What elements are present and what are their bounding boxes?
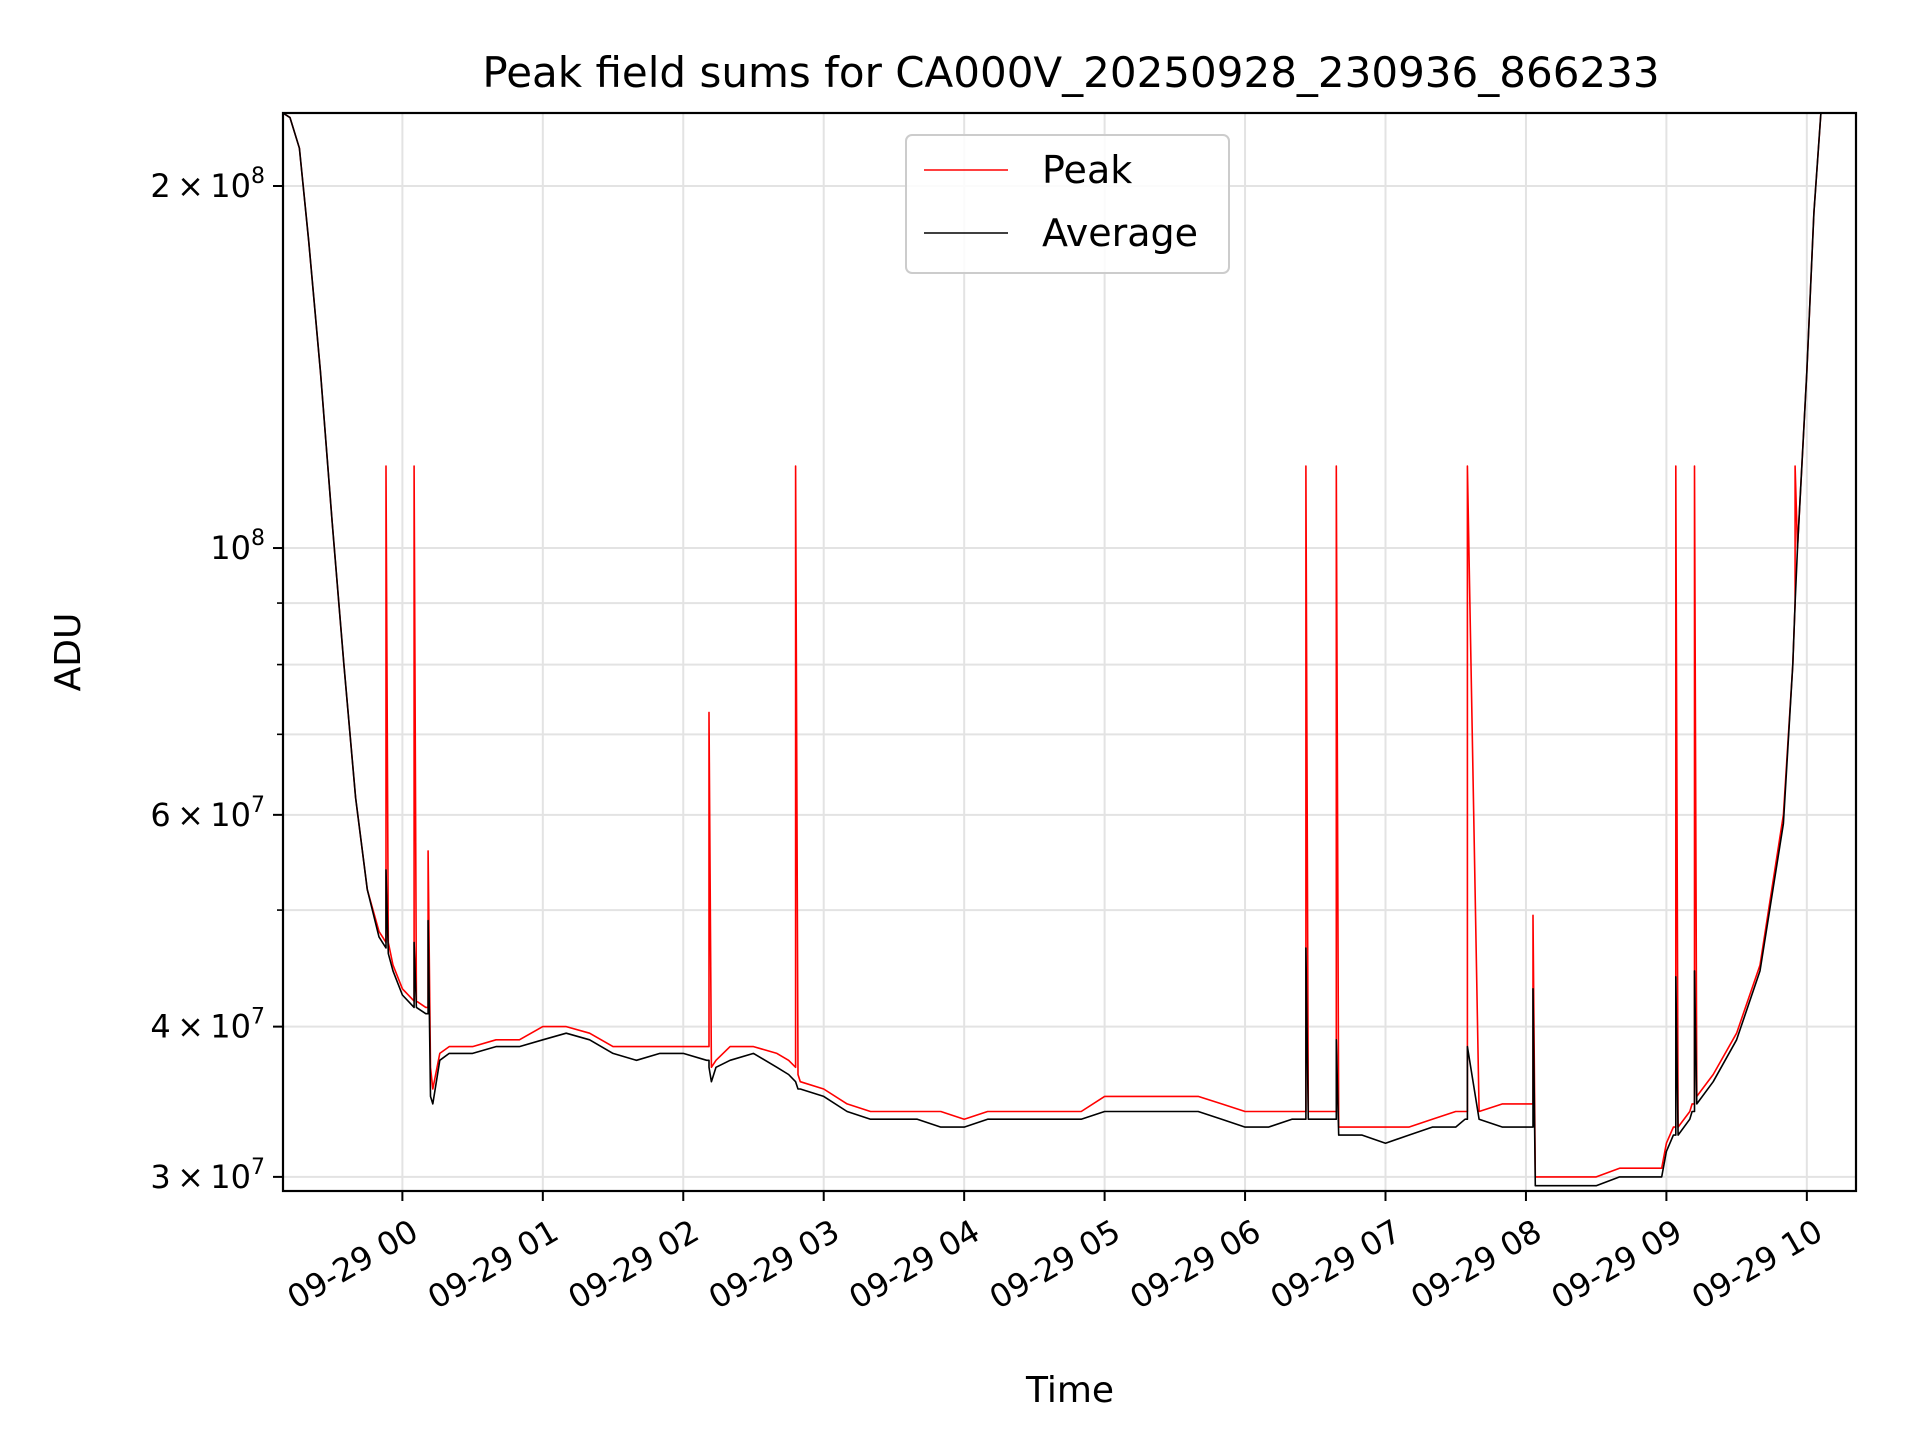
series-line-peak xyxy=(283,113,1835,1178)
y-tick-label: 4 × 107 xyxy=(150,1005,265,1046)
y-tick-label: 108 xyxy=(210,526,265,567)
x-axis-label: Time xyxy=(1025,1370,1114,1411)
y-tick-label: 2 × 108 xyxy=(150,164,265,205)
plot-series xyxy=(283,113,1835,1187)
gridlines xyxy=(283,113,1856,1191)
chart-title: Peak field sums for CA000V_20250928_2309… xyxy=(482,48,1659,97)
legend: Peak Average xyxy=(905,134,1230,274)
plot-frame xyxy=(281,111,1858,1193)
y-axis-ticks: 3 × 107 4 × 107 6 × 107 108 2 × 108 xyxy=(150,164,283,1196)
legend-label-average: Average xyxy=(1042,211,1198,255)
y-axis-label: ADU xyxy=(48,613,89,692)
legend-label-peak: Peak xyxy=(1042,148,1132,192)
y-tick-label: 3 × 107 xyxy=(150,1155,265,1196)
series-line-average xyxy=(283,113,1835,1187)
y-tick-label: 6 × 107 xyxy=(150,793,265,834)
